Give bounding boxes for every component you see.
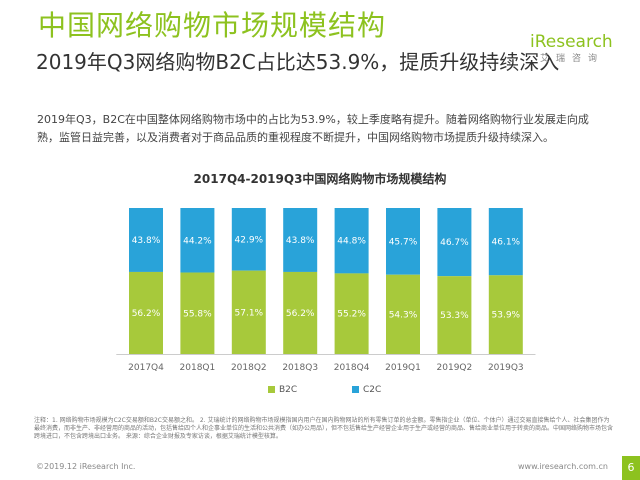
x-tick-label: 2019Q2 [437,363,473,373]
data-label-c2c: 43.8% [132,236,161,246]
bar-b2c [488,275,523,354]
bar-c2c [386,208,420,275]
copyright-text: ©2019.12 iResearch Inc. [36,462,136,471]
logo-brand-text: iResearch [530,32,613,52]
bar-b2c [231,270,266,354]
chart-container: 2017Q4-2019Q3中国网络购物市场规模结构 43.8% 56.2% 2017Q… [0,160,640,410]
x-tick-label: 2018Q4 [334,363,370,373]
data-label-b2c: 56.2% [286,309,315,319]
page-number: 6 [622,456,640,480]
bar-b2c [437,276,472,354]
legend-c2c-swatch [352,386,359,393]
bar-b2c [129,271,163,354]
data-label-b2c: 57.1% [235,308,264,318]
data-label-c2c: 44.8% [337,237,366,247]
page-title: 中国网络购物市场规模结构 [38,9,387,42]
data-label-c2c: 46.1% [492,238,521,248]
data-label-b2c: 55.8% [183,309,212,319]
website-url: www.iresearch.com.cn [518,462,608,471]
data-label-c2c: 46.7% [440,238,469,248]
x-tick-label: 2018Q2 [231,363,267,373]
iresearch-logo: iResearch 艾瑞咨询 [530,32,634,72]
x-tick-label: 2018Q3 [282,363,318,373]
data-label-b2c: 53.3% [440,311,469,321]
stacked-bar-chart: 2017Q4-2019Q3中国网络购物市场规模结构 43.8% 56.2% 2017Q… [116,171,536,395]
legend-c2c-label: C2C [363,385,381,395]
x-tick-label: 2018Q1 [180,363,216,373]
x-tick-label: 2017Q4 [128,363,164,373]
data-label-b2c: 55.2% [337,310,366,320]
bar-c2c [180,208,215,273]
legend-b2c-swatch [268,386,275,393]
data-label-c2c: 42.9% [235,235,264,245]
legend-b2c-label: B2C [279,385,297,395]
data-label-b2c: 53.9% [492,311,521,321]
bar-c2c [283,208,318,272]
footnote: 注释：1. 网络购物市场规模为C2C交易额和B2C交易额之和。 2. 艾瑞统计的… [34,417,614,440]
summary-paragraph: 2019年Q3，B2C在中国整体网络购物市场中的占比为53.9%，较上季度略有提… [37,113,589,144]
bar-b2c [334,273,369,354]
data-label-c2c: 43.8% [286,236,315,246]
logo-brand-cn: 艾瑞咨询 [540,54,605,64]
bar-c2c [129,208,163,272]
data-label-b2c: 56.2% [132,309,161,319]
bar-b2c [386,274,420,354]
page-subtitle: 2019年Q3网络购物B2C占比达53.9%，提质升级持续深入 [36,50,560,74]
bar-c2c [437,208,472,277]
bar-c2c [334,208,369,274]
bar-b2c [180,272,215,354]
data-label-c2c: 45.7% [389,237,418,247]
bar-c2c [488,208,523,276]
x-tick-label: 2019Q3 [488,363,524,373]
data-label-b2c: 54.3% [389,310,418,320]
x-tick-label: 2019Q1 [385,363,421,373]
data-label-c2c: 44.2% [183,236,212,246]
bar-b2c [283,271,318,354]
bar-c2c [231,208,266,271]
chart-title: 2017Q4-2019Q3中国网络购物市场规模结构 [194,171,447,186]
